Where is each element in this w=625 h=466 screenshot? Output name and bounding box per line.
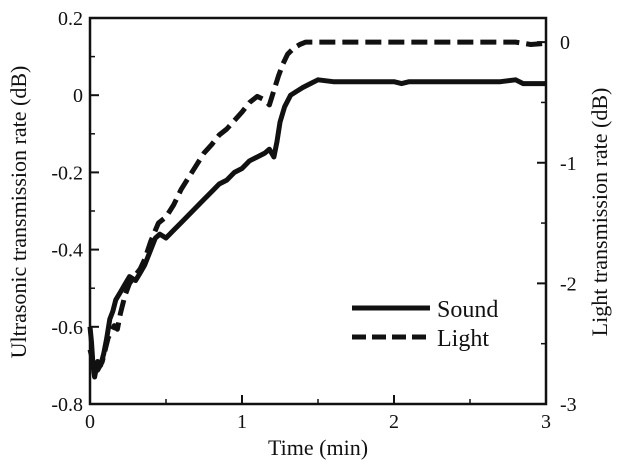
plot-lines: [87, 39, 547, 380]
series-line-sound: [87, 77, 546, 380]
series-line-light: [87, 39, 547, 374]
y-left-tick-label: -0.8: [51, 394, 83, 416]
y-right-axis-ticks: 0 -1 -2 -3: [537, 32, 577, 416]
y-left-axis-title: Ultrasonic transmission rate (dB): [6, 66, 31, 359]
y-left-tick-label: -0.4: [51, 240, 83, 262]
x-tick-label: 0: [85, 411, 95, 433]
y-left-tick-label: 0: [73, 85, 83, 107]
y-left-tick-label: -0.6: [51, 317, 83, 339]
y-right-tick-label: -1: [560, 153, 577, 175]
x-tick-label: 1: [237, 411, 247, 433]
y-right-axis-title: Light transmission rate (dB): [587, 88, 612, 337]
x-axis-ticks: 0 1 2 3: [85, 395, 551, 433]
y-left-axis-ticks: 0.2 0 -0.2 -0.4 -0.6 -0.8: [51, 8, 99, 416]
x-tick-label: 3: [541, 411, 551, 433]
y-right-tick-label: -2: [560, 273, 577, 295]
y-left-tick-label: 0.2: [58, 8, 83, 30]
legend-label-light: Light: [437, 326, 489, 352]
legend-label-sound: Sound: [437, 297, 498, 323]
y-right-tick-label: 0: [560, 32, 570, 54]
legend: Sound Light: [352, 297, 498, 352]
x-axis-title: Time (min): [268, 435, 368, 460]
x-tick-label: 2: [389, 411, 399, 433]
y-left-tick-label: -0.2: [51, 162, 83, 184]
y-right-tick-label: -3: [560, 394, 577, 416]
